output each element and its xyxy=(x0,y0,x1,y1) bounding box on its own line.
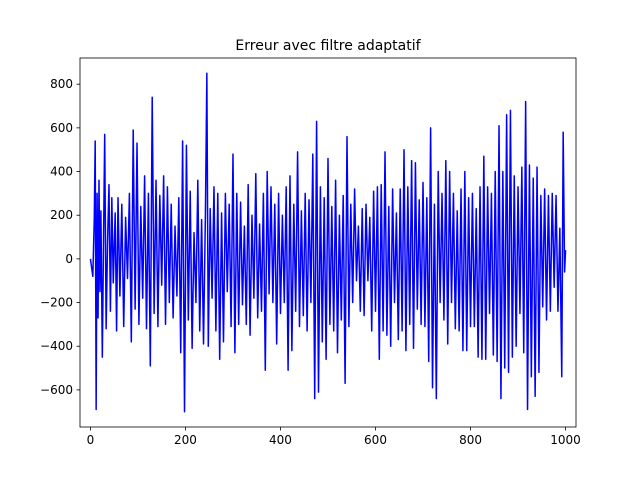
x-tick-label: 0 xyxy=(87,433,95,447)
y-tick-label: 800 xyxy=(50,77,73,91)
y-tick-label: 0 xyxy=(65,252,73,266)
y-tick-label: 400 xyxy=(50,165,73,179)
plot-area xyxy=(89,72,567,413)
y-axis: −600 −400 −200 0 200 400 600 800 xyxy=(40,77,80,397)
x-tick-label: 800 xyxy=(459,433,482,447)
y-tick-label: −600 xyxy=(40,383,73,397)
y-tick-label: 200 xyxy=(50,208,73,222)
x-tick-label: 400 xyxy=(269,433,292,447)
axes-frame xyxy=(79,57,577,428)
y-tick-label: −400 xyxy=(40,339,73,353)
y-tick-label: −200 xyxy=(40,296,73,310)
series-line-0 xyxy=(89,72,567,413)
chart-title: Erreur avec filtre adaptatif xyxy=(235,38,421,54)
x-tick-label: 1000 xyxy=(550,433,581,447)
y-tick-label: 600 xyxy=(50,121,73,135)
x-tick-label: 200 xyxy=(174,433,197,447)
x-axis: 0 200 400 600 800 1000 xyxy=(87,427,581,447)
x-tick-label: 600 xyxy=(364,433,387,447)
